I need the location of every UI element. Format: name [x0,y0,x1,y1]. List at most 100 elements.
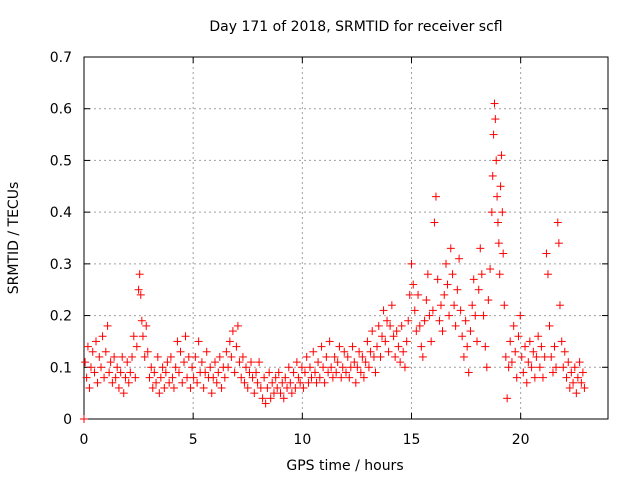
data-point [431,192,440,201]
data-point [565,383,574,392]
data-point [562,373,571,382]
data-point [441,259,450,268]
data-point [580,383,589,392]
data-point [417,342,426,351]
data-point [535,363,544,372]
data-point [228,327,237,336]
data-point [501,352,510,361]
data-point [315,373,324,382]
y-tick-label: 0 [63,412,72,428]
data-point [330,352,339,361]
data-point [123,358,132,367]
data-point [399,347,408,356]
data-point [487,208,496,217]
data-point [278,378,287,387]
data-point [119,389,128,398]
data-point [497,151,506,160]
data-point [492,156,501,165]
data-point [299,383,308,392]
data-point [128,352,137,361]
data-point [500,301,509,310]
data-point [118,352,127,361]
data-point [511,347,520,356]
data-point [302,352,311,361]
data-point [202,347,211,356]
data-point [235,358,244,367]
data-point [163,358,172,367]
data-point [503,394,512,403]
data-point [169,383,178,392]
data-point [80,415,88,423]
data-point [263,383,272,392]
data-point [332,368,341,377]
data-point [342,368,350,377]
data-point [165,378,174,387]
data-point [129,332,138,341]
x-axis-label: GPS time / hours [286,458,403,474]
data-point [456,306,465,315]
data-point [484,296,493,305]
data-point [522,378,531,387]
data-point [537,342,546,351]
data-point [351,378,360,387]
data-point [353,363,362,372]
data-point [337,373,346,382]
data-point [455,254,464,263]
data-point [268,378,277,387]
data-point [116,368,125,377]
data-point [414,290,423,299]
data-point [482,363,491,372]
data-point [333,358,342,367]
data-point [550,342,559,351]
data-point [422,296,431,305]
data-point [237,373,246,382]
data-point [517,352,526,361]
data-point [468,301,477,310]
data-point [248,373,257,382]
data-point [383,316,392,325]
data-point [271,373,280,382]
data-point [491,115,500,124]
data-point [209,373,218,382]
data-point [265,368,274,377]
data-point [140,352,149,361]
data-point [543,270,552,279]
data-point [178,378,187,387]
data-point [450,301,459,310]
data-point [356,368,365,377]
data-point [471,311,480,320]
data-point [134,285,143,294]
data-point [253,378,262,387]
data-point [193,378,202,387]
data-point [564,358,573,367]
data-point [328,373,337,382]
data-point [137,316,146,325]
ticks-layer: 0 5 10 15 20 0 0.1 0.2 0.3 0.4 0.5 0.6 0.7 [50,50,608,448]
data-point [547,352,556,361]
data-point [560,347,569,356]
data-point [542,249,551,258]
data-point [296,378,305,387]
data-point [387,301,396,310]
data-point [474,285,483,294]
data-point [266,394,275,403]
data-point [355,347,364,356]
data-point [247,358,256,367]
data-point [191,352,200,361]
data-point [166,352,175,361]
data-point [445,311,454,320]
data-point [131,373,140,382]
data-point [463,342,472,351]
data-point [335,342,344,351]
data-point [572,389,581,398]
data-point [374,321,383,330]
data-point [106,358,115,367]
data-point [384,347,393,356]
data-point [552,363,561,372]
data-point [345,373,354,382]
data-point [284,363,293,372]
data-point [305,363,314,372]
data-point [553,218,562,227]
data-point [138,332,147,341]
